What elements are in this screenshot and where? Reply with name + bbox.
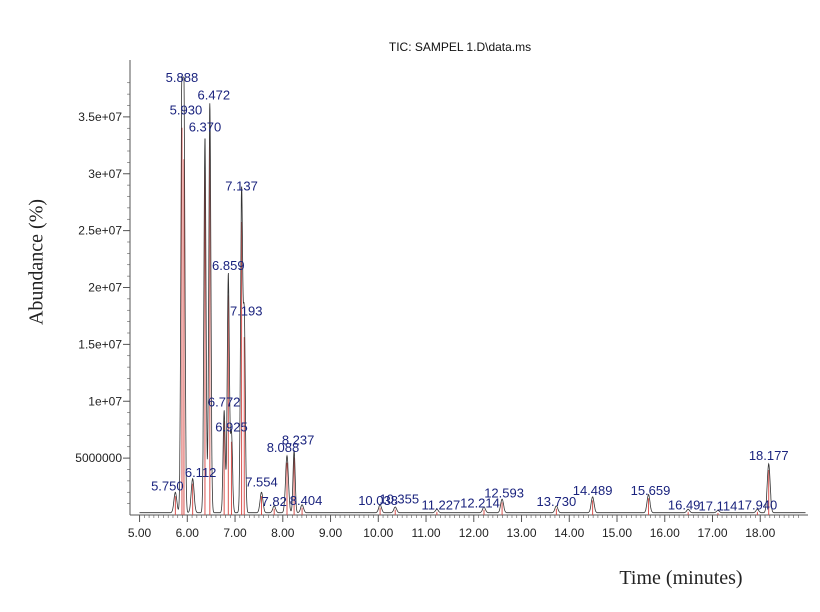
peak-label: 8.404 (290, 493, 323, 508)
y-tick-label: 3e+07 (88, 167, 122, 181)
peak-label: 16.49 (668, 498, 701, 513)
x-axis-label-box: Time (minutes) (562, 556, 800, 600)
peak-label: 7.82 (262, 494, 287, 509)
x-tick-label: 7.00 (223, 526, 247, 540)
y-axis-label: Abundance (%) (25, 198, 48, 326)
peak-label: 6.112 (185, 465, 217, 480)
peak-label: 7.137 (225, 179, 258, 194)
peak-label: 6.859 (212, 258, 245, 273)
y-tick-label: 1.5e+07 (78, 337, 122, 351)
y-tick-label: 3.5e+07 (78, 110, 122, 124)
peak-label: 17.940 (738, 498, 778, 513)
chart-title: TIC: SAMPEL 1.D\data.ms (388, 40, 532, 54)
y-tick-label: 5000000 (75, 451, 122, 465)
x-tick-label: 15.00 (602, 526, 632, 540)
peak-label: 6.370 (189, 120, 222, 135)
peak-label: 12.593 (484, 485, 524, 500)
y-axis-label-box (12, 122, 62, 402)
x-tick-label: 9.00 (319, 526, 343, 540)
x-tick-label: 12.00 (459, 526, 489, 540)
x-tick-label: 8.00 (271, 526, 295, 540)
peak-label: 5.888 (166, 70, 199, 85)
x-tick-label: 16.00 (650, 526, 680, 540)
peak-label: 5.750 (151, 479, 184, 494)
peak-label: 11.227 (421, 498, 460, 513)
y-tick-label: 2e+07 (88, 281, 122, 295)
x-tick-label: 17.00 (697, 526, 727, 540)
y-tick-label: 2.5e+07 (78, 224, 122, 238)
x-tick-label: 13.00 (507, 526, 537, 540)
peak-label: 17.114 (699, 499, 738, 514)
peak-label: 6.925 (215, 419, 248, 434)
peak-label: 15.659 (631, 483, 671, 498)
peak-label: 7.554 (245, 475, 278, 490)
x-tick-label: 6.00 (176, 526, 200, 540)
x-axis-label: Time (minutes) (619, 567, 743, 589)
peak-label: 6.772 (208, 395, 241, 410)
peak-label: 10.038 (358, 493, 398, 508)
peak-label: 6.472 (198, 88, 231, 103)
x-tick-label: 14.00 (554, 526, 584, 540)
y-tick-label: 1e+07 (88, 394, 122, 408)
peak-label: 7.193 (230, 304, 263, 319)
peak-label: 8.237 (282, 432, 315, 447)
peak-label: 13.730 (536, 494, 576, 509)
peak-label: 14.489 (573, 483, 613, 498)
x-tick-label: 11.00 (411, 526, 440, 540)
peak-label: 8.088 (267, 440, 300, 455)
peak-label: 18.177 (749, 448, 789, 463)
peak-label: 10.355 (379, 491, 419, 506)
x-tick-label: 10.00 (363, 526, 393, 540)
x-tick-label: 18.00 (745, 526, 775, 540)
x-tick-label: 5.00 (128, 526, 152, 540)
peak-label: 12.214 (460, 495, 500, 510)
tic-trace (139, 76, 806, 514)
peak-label: 5.930 (170, 102, 203, 117)
